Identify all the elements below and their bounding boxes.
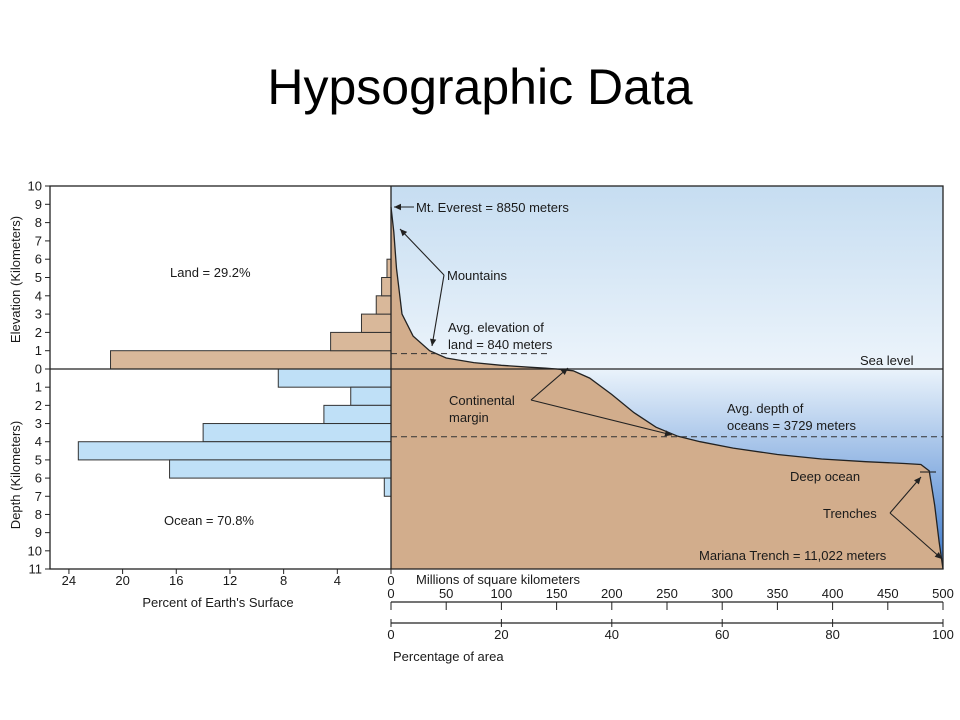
area-axis-label: Millions of square kilometers <box>416 572 581 587</box>
depth-tick-label: 6 <box>35 471 42 486</box>
leader-line <box>889 476 922 514</box>
leader-line <box>399 228 445 276</box>
hypsographic-curve <box>390 206 944 570</box>
area-tick-label: 350 <box>767 586 789 601</box>
percent-surface-axis-label: Percent of Earth's Surface <box>142 595 293 610</box>
land-bar <box>330 331 392 352</box>
elevation-tick-label: 8 <box>35 215 42 230</box>
ocean-percentage-label: Ocean = 70.8% <box>164 513 254 528</box>
percentage-tick-label: 100 <box>932 627 954 642</box>
percentage-axis-label: Percentage of area <box>393 649 504 664</box>
arrowhead <box>560 368 568 375</box>
elevation-tick-label: 4 <box>35 288 42 303</box>
arrowhead <box>430 338 437 346</box>
continental-margin-label: margin <box>449 410 489 425</box>
land-bar <box>375 295 392 315</box>
percent-surface-tick-label: 0 <box>387 573 394 588</box>
elevation-tick-label: 5 <box>35 270 42 285</box>
area-tick-label: 50 <box>439 586 453 601</box>
elevation-tick-label: 1 <box>35 343 42 358</box>
arrowhead <box>934 551 942 559</box>
mariana-trench-label: Mariana Trench = 11,022 meters <box>699 548 887 563</box>
elevation-tick-label: 6 <box>35 252 42 267</box>
ocean-bar <box>383 477 392 497</box>
ocean-bar <box>323 404 392 425</box>
percentage-tick-label: 60 <box>715 627 729 642</box>
percent-surface-tick-label: 12 <box>223 573 237 588</box>
depth-tick-label: 3 <box>35 416 42 431</box>
leader-line <box>530 367 569 401</box>
avg-elevation-label: land = 840 meters <box>448 337 553 352</box>
mountains-label: Mountains <box>447 268 507 283</box>
land-bar <box>381 277 392 297</box>
deep-ocean-label: Deep ocean <box>790 469 860 484</box>
depth-tick-label: 1 <box>35 380 42 395</box>
area-tick-label: 250 <box>656 586 678 601</box>
percentage-tick-label: 20 <box>494 627 508 642</box>
depth-tick-label: 11 <box>29 562 43 577</box>
leader-line <box>889 512 943 560</box>
area-tick-label: 100 <box>491 586 513 601</box>
depth-tick-label: 2 <box>35 398 42 413</box>
arrowhead <box>914 477 921 485</box>
arrowhead <box>400 229 408 237</box>
avg-elevation-label: Avg. elevation of <box>448 320 544 335</box>
area-tick-label: 400 <box>822 586 844 601</box>
elevation-tick-label: 7 <box>35 233 42 248</box>
elevation-axis-label: Elevation (Kilometers) <box>8 216 23 343</box>
avg-depth-label: Avg. depth of <box>727 401 804 416</box>
continental-margin-label: Continental <box>449 393 515 408</box>
area-tick-label: 200 <box>601 586 623 601</box>
land-bar <box>360 313 392 333</box>
ocean-bar <box>169 459 392 479</box>
plot-frame <box>49 185 944 570</box>
land-bar <box>110 350 392 370</box>
percent-surface-tick-label: 4 <box>334 573 341 588</box>
percent-surface-tick-label: 20 <box>115 573 129 588</box>
elevation-tick-label: 3 <box>35 307 42 322</box>
depth-tick-label: 10 <box>28 543 42 558</box>
elevation-tick-label: 0 <box>35 362 42 377</box>
percent-surface-tick-label: 8 <box>280 573 287 588</box>
depth-tick-label: 5 <box>35 452 42 467</box>
ocean-bar <box>77 441 392 461</box>
sea-level-label: Sea level <box>860 353 914 368</box>
arrowhead <box>394 203 401 211</box>
depth-axis-label: Depth (Kilometers) <box>8 421 23 529</box>
area-tick-label: 500 <box>932 586 954 601</box>
avg-depth-label: oceans = 3729 meters <box>727 418 856 433</box>
area-tick-label: 450 <box>877 586 899 601</box>
area-tick-label: 0 <box>387 586 394 601</box>
ocean-bar <box>202 423 392 443</box>
leader-line <box>431 274 445 347</box>
elevation-tick-label: 2 <box>35 325 42 340</box>
percentage-tick-label: 80 <box>825 627 839 642</box>
ocean-bar <box>277 368 392 388</box>
ocean-bar <box>350 386 392 406</box>
depth-tick-label: 4 <box>35 434 42 449</box>
page-title: Hypsographic Data <box>267 59 693 115</box>
arrowhead <box>664 430 672 437</box>
percentage-tick-label: 40 <box>605 627 619 642</box>
depth-tick-label: 7 <box>35 489 42 504</box>
percent-surface-tick-label: 16 <box>169 573 183 588</box>
depth-tick-label: 8 <box>35 507 42 522</box>
earth-area <box>391 207 943 569</box>
depth-tick-label: 9 <box>35 525 42 540</box>
land-percentage-label: Land = 29.2% <box>170 265 251 280</box>
sky-background <box>391 186 943 369</box>
everest-label: Mt. Everest = 8850 meters <box>416 200 569 215</box>
trenches-label: Trenches <box>823 506 877 521</box>
elevation-tick-label: 9 <box>35 197 42 212</box>
percentage-tick-label: 0 <box>387 627 394 642</box>
percent-surface-tick-label: 24 <box>62 573 76 588</box>
leader-line <box>530 399 673 436</box>
elevation-tick-label: 10 <box>28 179 42 194</box>
area-tick-label: 150 <box>546 586 568 601</box>
area-tick-label: 300 <box>711 586 733 601</box>
